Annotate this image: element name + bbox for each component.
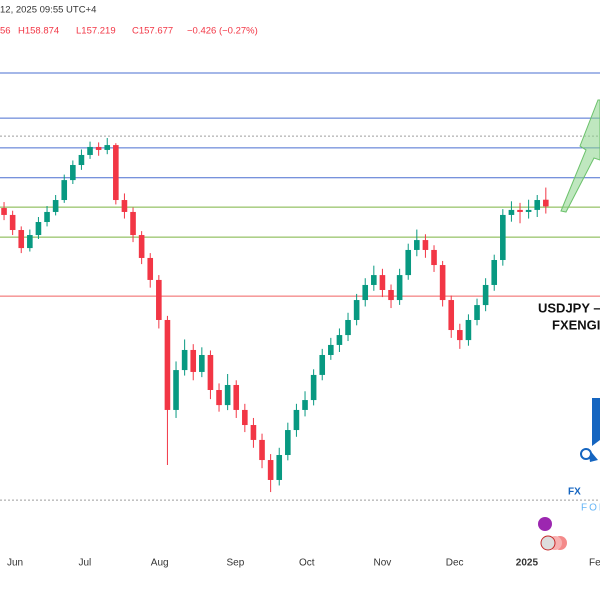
candle-body: [336, 335, 343, 345]
candle-body: [95, 146, 102, 150]
candle-body: [18, 230, 25, 249]
candle-body: [414, 240, 420, 250]
candle-body: [508, 209, 515, 215]
candle-body: [121, 200, 128, 212]
candle-body: [517, 209, 523, 212]
candle-body: [405, 249, 412, 276]
overlay-subtitle: FXENGI: [552, 317, 600, 332]
x-tick-label: Nov: [374, 558, 392, 569]
header-low: L157.219: [76, 26, 116, 37]
candle-body: [104, 145, 111, 150]
logo-shape: [588, 398, 600, 462]
candle-body: [1, 208, 7, 215]
header-close: C157.677: [132, 26, 173, 37]
header-open: 56: [0, 26, 11, 37]
projection-arrow: [560, 99, 600, 213]
candle-body: [224, 384, 231, 406]
candle-body: [61, 180, 68, 201]
candle-body: [328, 344, 334, 355]
header-datetime: 12, 2025 09:55 UTC+4: [0, 5, 96, 16]
candle-body: [27, 235, 33, 249]
candle-body: [78, 154, 85, 166]
candle-body: [87, 146, 93, 155]
label-bg: [532, 298, 600, 334]
candle-body: [379, 275, 386, 290]
candle-body: [353, 300, 360, 320]
candle-body: [439, 265, 446, 301]
candle-body: [181, 349, 188, 371]
logo-dot: [580, 448, 592, 460]
logo-text: FX: [568, 487, 581, 498]
candle-body: [113, 145, 119, 201]
x-tick-label: Oct: [299, 558, 315, 569]
candle-body: [396, 275, 403, 301]
candle-body: [267, 460, 274, 480]
candle-body: [525, 209, 532, 212]
candle-body: [207, 354, 214, 391]
candle-body: [276, 455, 283, 480]
candle-body: [259, 439, 265, 461]
overlay-title: USDJPY –: [538, 300, 600, 315]
header-change: −0.426 (−0.27%): [187, 26, 258, 37]
candle-body: [52, 200, 59, 212]
x-tick-label: Fe: [589, 558, 600, 569]
candle-body: [482, 284, 489, 306]
x-tick-label: Aug: [151, 558, 169, 569]
logo-subtext: FOR: [581, 503, 600, 514]
candle-body: [164, 319, 171, 410]
candle-body: [543, 199, 549, 207]
candle-body: [35, 222, 42, 236]
candle-body: [319, 354, 326, 375]
candle-body: [285, 430, 291, 456]
flag-icon[interactable]: [540, 535, 556, 551]
candle-body: [371, 275, 377, 285]
candle-body: [250, 425, 257, 440]
candle-body: [173, 370, 179, 410]
x-tick-label: Jun: [7, 558, 23, 569]
candle-body: [147, 257, 154, 280]
candle-body: [130, 211, 136, 236]
candle-body: [457, 330, 463, 341]
x-tick-label: 2025: [516, 558, 539, 569]
candle-body: [534, 200, 541, 210]
candle-body: [44, 211, 50, 223]
candle-body: [138, 235, 145, 258]
candle-body: [491, 260, 498, 285]
x-tick-label: Sep: [226, 558, 244, 569]
candle-body: [465, 319, 472, 341]
candle-body: [422, 240, 429, 250]
candle-body: [362, 284, 369, 301]
candle-body: [190, 349, 197, 372]
candle-body: [448, 300, 455, 331]
event-icon[interactable]: [538, 517, 552, 531]
candle-body: [70, 165, 76, 181]
candle-body: [388, 289, 394, 301]
candle-body: [345, 319, 351, 336]
candle-body: [431, 249, 437, 266]
candle-body: [233, 384, 240, 410]
x-tick-label: Jul: [78, 558, 91, 569]
candle-body: [302, 400, 308, 410]
candle-body: [199, 354, 205, 372]
candle-body: [500, 214, 506, 261]
header-high: H158.874: [18, 26, 59, 37]
candle-body: [310, 374, 317, 401]
candle-body: [216, 390, 222, 406]
candle-body: [242, 409, 248, 426]
x-tick-label: Dec: [446, 558, 464, 569]
candle-body: [156, 279, 162, 320]
candle-body: [9, 214, 16, 231]
candle-body: [474, 305, 480, 320]
candle-body: [293, 409, 300, 431]
